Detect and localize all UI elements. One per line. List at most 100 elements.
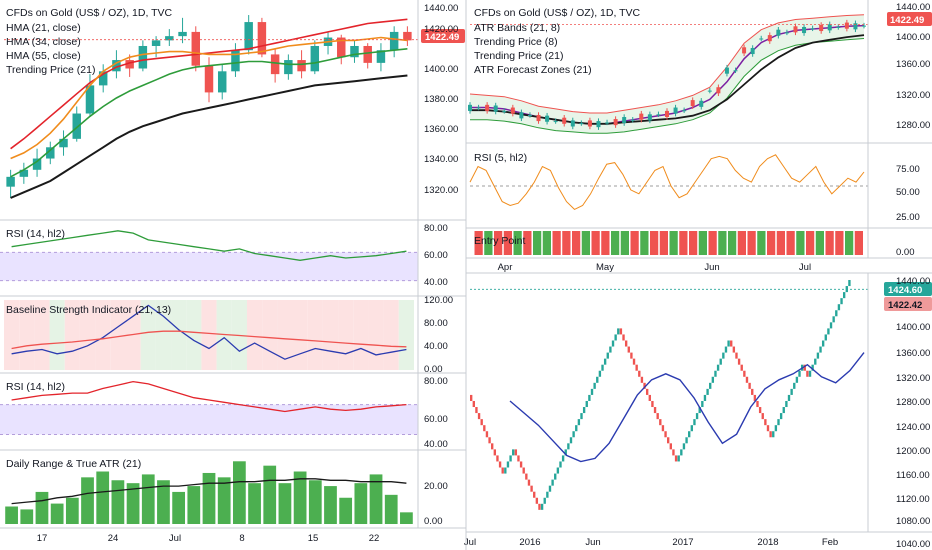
renko-brick: [653, 407, 657, 414]
right-top-main-pane[interactable]: CFDs on Gold (US$ / OZ), 1D, TVC ATR Ban…: [468, 7, 932, 134]
renko-brick: [674, 455, 678, 462]
rt-candle-body: [707, 90, 712, 92]
renko-brick: [667, 437, 670, 444]
y-tick: 1200.00: [896, 446, 930, 457]
renko-brick: [795, 376, 799, 383]
range-bar: [278, 483, 292, 524]
y-tick: 1400.00: [424, 64, 458, 75]
atr-upper: [469, 14, 865, 114]
rt-rsi-line: [469, 154, 865, 211]
renko-brick: [722, 352, 725, 359]
range-bar: [65, 497, 79, 524]
y-tick: 40.00: [424, 341, 448, 352]
baseline-shade: [34, 300, 50, 370]
rt-candle-body: [647, 114, 652, 121]
rsi-band: [0, 252, 418, 281]
rt-candle-body: [862, 25, 866, 27]
renko-brick: [706, 388, 709, 395]
renko-brick: [477, 413, 481, 420]
entry-bar: [503, 231, 512, 255]
rt-candle-body: [527, 114, 532, 116]
y-tick: 20.00: [424, 481, 448, 492]
entry-bar: [523, 231, 532, 255]
renko-brick: [538, 503, 541, 510]
rt-candle-body: [562, 117, 567, 124]
renko-brick: [745, 376, 749, 383]
renko-brick: [790, 388, 793, 395]
renko-brick: [719, 358, 722, 365]
y-tick: 0.00: [424, 516, 443, 527]
renko-brick: [701, 400, 704, 408]
renko-brick: [777, 419, 780, 426]
left-baseline-pane[interactable]: Baseline Strength Indicator (21, 13): [4, 300, 414, 370]
entry-bar: [611, 231, 620, 255]
entry-bar: [757, 231, 766, 255]
left-main-price-tag: 1422.49: [421, 29, 465, 43]
baseline-line: [11, 304, 407, 360]
candle-body: [6, 176, 15, 187]
rt-candle-body: [536, 114, 541, 122]
rt-candle-body: [493, 105, 498, 112]
left-range-pane[interactable]: Daily Range & True ATR (21): [5, 458, 413, 524]
renko-brick: [485, 431, 489, 438]
legend-trending: Trending Price (21): [6, 64, 95, 76]
renko-brick: [606, 352, 609, 359]
range-bar: [248, 483, 261, 524]
renko-brick: [611, 340, 615, 347]
atr-line: [11, 478, 407, 505]
rt-candle-body: [827, 24, 832, 31]
y-tick: 1400.00: [896, 32, 930, 43]
range-bar: [20, 509, 34, 524]
renko-brick: [837, 304, 841, 311]
candle-body: [270, 54, 280, 75]
renko-brick: [619, 328, 623, 335]
rt-candle-body: [630, 119, 635, 121]
candle-body: [376, 50, 386, 63]
baseline-shade: [79, 300, 96, 370]
left-main-pane[interactable]: CFDs on Gold (US$ / OZ), 1D, TVC HMA (21…: [4, 7, 465, 199]
candle-body: [59, 138, 68, 148]
entry-bar: [640, 231, 649, 255]
rt-candle-body: [836, 26, 841, 28]
y-tick: 80.00: [424, 376, 448, 387]
rt-legend-atr: ATR Bands (21, 8): [474, 22, 560, 34]
rt-entry-legend: Entry Point: [474, 235, 525, 247]
renko-brick: [551, 479, 554, 486]
entry-bar: [825, 231, 834, 255]
left-rsi2-pane[interactable]: RSI (14, hl2): [0, 380, 418, 435]
right-top-entry-pane[interactable]: Entry Point: [474, 231, 863, 255]
y-tick: 1320.00: [896, 373, 930, 384]
renko-brick: [624, 340, 628, 347]
rt-candle-body: [844, 22, 849, 29]
left-rsi1-pane[interactable]: RSI (14, hl2): [0, 228, 418, 282]
renko-brick: [842, 292, 846, 299]
y-tick: 1280.00: [896, 397, 930, 408]
baseline-shade: [95, 300, 111, 370]
rb-tag1-bg: [884, 282, 932, 296]
renko-brick: [643, 382, 646, 389]
candle-body: [191, 31, 201, 66]
entry-bar: [806, 231, 815, 255]
candle-body: [310, 45, 320, 72]
renko-brick: [787, 394, 791, 401]
range-bar: [217, 477, 231, 524]
entry-bar: [718, 231, 727, 255]
x-tick: Jul: [799, 262, 811, 273]
legend-title: CFDs on Gold (US$ / OZ), 1D, TVC: [6, 7, 173, 19]
renko-brick: [785, 400, 788, 408]
candle-body: [257, 22, 267, 55]
y-tick: 80.00: [424, 223, 448, 234]
renko-brick: [590, 388, 594, 395]
renko-brick: [593, 382, 596, 389]
candle-body: [244, 22, 253, 51]
renko-brick: [638, 370, 641, 377]
right-top-rsi-pane[interactable]: RSI (5, hl2): [469, 152, 868, 211]
renko-brick: [546, 491, 549, 498]
right-bottom-pane[interactable]: 1424.60 1422.42: [470, 280, 932, 510]
rsi2-line: [11, 380, 407, 413]
renko-brick: [527, 479, 531, 486]
candle-body: [165, 36, 174, 41]
x-tick: Jun: [704, 262, 719, 273]
rt-legend-title: CFDs on Gold (US$ / OZ), 1D, TVC: [474, 7, 641, 19]
y-tick: 25.00: [896, 212, 920, 223]
